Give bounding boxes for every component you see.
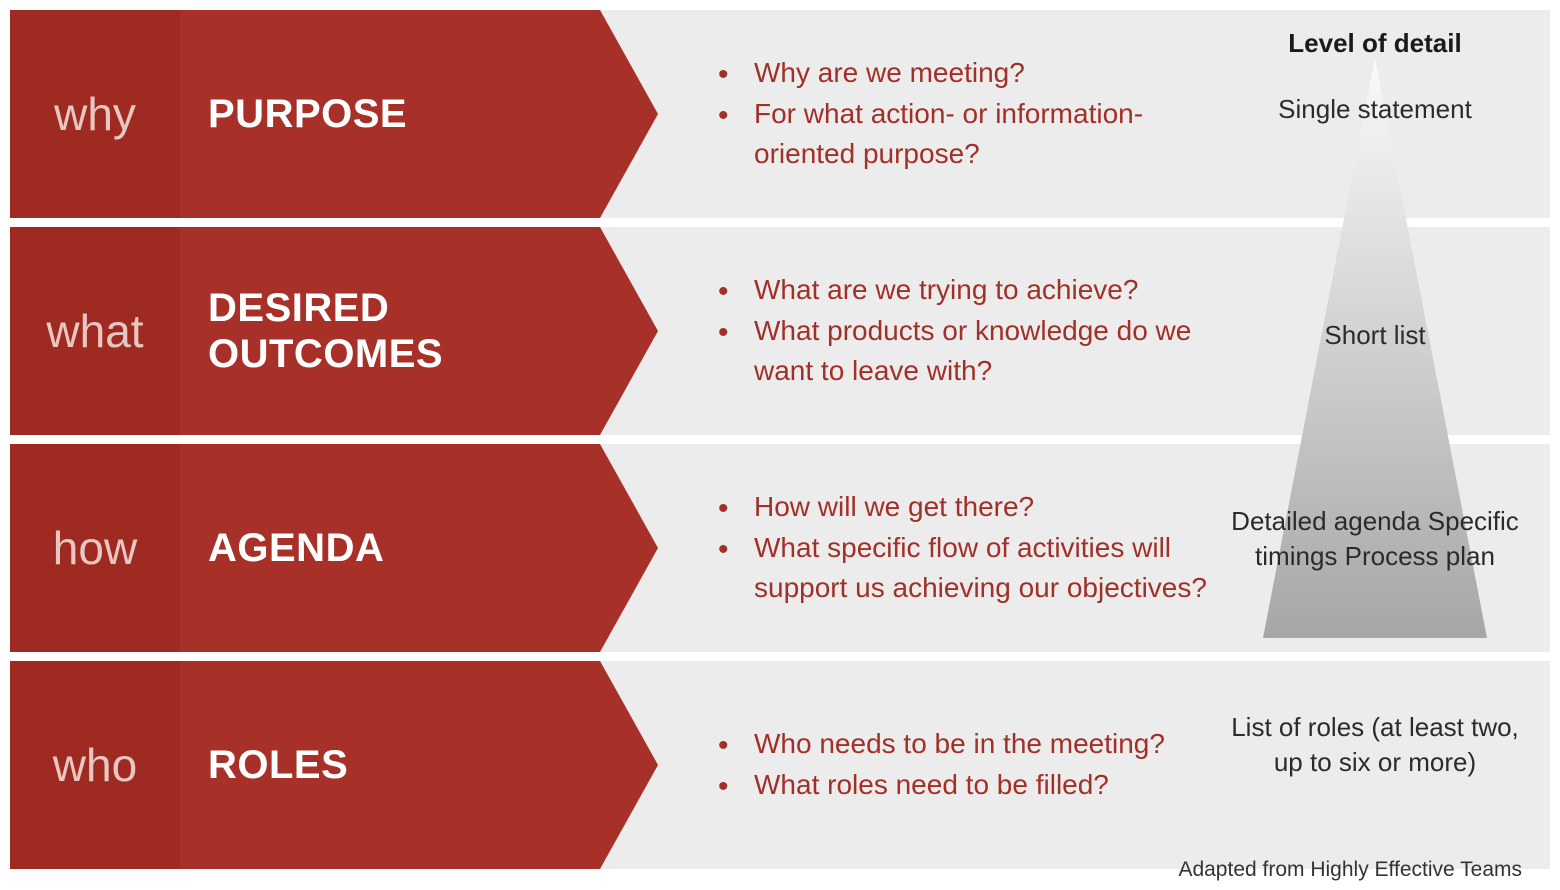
row-tag: why xyxy=(10,10,180,218)
question-item: What products or knowledge do we want to… xyxy=(710,311,1230,392)
infographic-container: why PURPOSE Why are we meeting?For what ac… xyxy=(0,0,1560,890)
row-title-block: DESIRED OUTCOMES xyxy=(180,227,600,435)
row-how: how AGENDA How will we get there?What spec… xyxy=(10,444,1550,652)
row-questions: Who needs to be in the meeting?What role… xyxy=(600,661,1550,869)
row-tag: what xyxy=(10,227,180,435)
row-title: AGENDA xyxy=(208,525,384,571)
row-questions: How will we get there?What specific flow… xyxy=(600,444,1550,652)
rows-wrapper: why PURPOSE Why are we meeting?For what ac… xyxy=(10,10,1550,869)
row-title-block: PURPOSE xyxy=(180,10,600,218)
chevron-right-icon xyxy=(600,10,658,218)
row-tag: how xyxy=(10,444,180,652)
chevron-right-icon xyxy=(600,227,658,435)
question-item: Who needs to be in the meeting? xyxy=(710,724,1165,765)
question-item: How will we get there? xyxy=(710,487,1230,528)
row-who: who ROLES Who needs to be in the meeting?W… xyxy=(10,661,1550,869)
chevron-right-icon xyxy=(600,661,658,869)
question-item: For what action- or information-oriented… xyxy=(710,94,1230,175)
row-why: why PURPOSE Why are we meeting?For what ac… xyxy=(10,10,1550,218)
question-item: What specific flow of activities will su… xyxy=(710,528,1230,609)
row-what: whatDESIRED OUTCOMESWhat are we trying t… xyxy=(10,227,1550,435)
question-item: What roles need to be filled? xyxy=(710,765,1165,806)
row-title-block: AGENDA xyxy=(180,444,600,652)
question-item: Why are we meeting? xyxy=(710,53,1230,94)
chevron-right-icon xyxy=(600,444,658,652)
row-title: ROLES xyxy=(208,742,348,788)
row-title: PURPOSE xyxy=(208,91,407,137)
row-questions: What are we trying to achieve?What produ… xyxy=(600,227,1550,435)
attribution-text: Adapted from Highly Effective Teams xyxy=(1178,858,1522,882)
row-title-block: ROLES xyxy=(180,661,600,869)
row-tag: who xyxy=(10,661,180,869)
question-item: What are we trying to achieve? xyxy=(710,270,1230,311)
row-title: DESIRED OUTCOMES xyxy=(208,285,590,377)
row-questions: Why are we meeting?For what action- or i… xyxy=(600,10,1550,218)
